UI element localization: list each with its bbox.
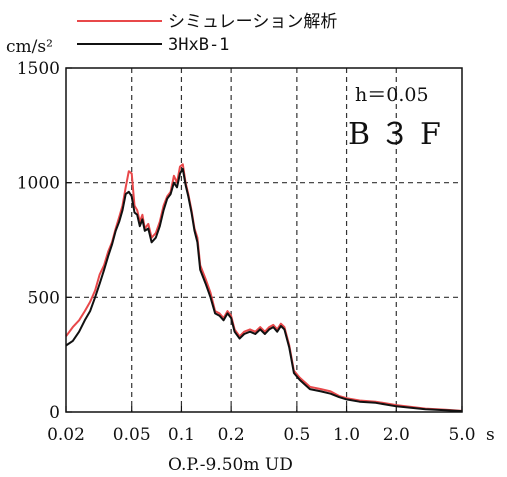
y-axis-label: cm/s² — [6, 37, 53, 57]
x-tick-label: 0.5 — [283, 425, 310, 445]
x-axis-label: O.P.-9.50m UD — [168, 455, 293, 475]
series-line-observed — [65, 167, 463, 413]
axes — [65, 67, 463, 413]
series-line-simulation — [65, 163, 463, 412]
y-tick-label: 1000 — [17, 174, 60, 194]
x-tick-label: 5.0 — [448, 425, 475, 445]
y-tick-label: 1500 — [17, 59, 60, 79]
x-axis-unit: s — [486, 425, 495, 445]
x-tick-label: 2.0 — [383, 425, 410, 445]
plot-frame — [65, 67, 463, 413]
tick-labels: 0.02 0.05 0.1 0.2 0.5 1.0 2.0 5.0 0 500 1000 1500 — [17, 59, 476, 445]
floor-annotation: B３F — [348, 117, 451, 152]
damping-annotation: h＝0.05 — [355, 84, 429, 106]
grid — [66, 68, 462, 412]
x-tick-label: 0.1 — [168, 425, 195, 445]
y-tick-label: 500 — [28, 288, 60, 308]
legend: シミュレーション解析 3HxB-1 — [77, 12, 337, 55]
y-tick-label: 0 — [49, 403, 60, 423]
series-layer — [65, 163, 463, 413]
legend-label-simulation: シミュレーション解析 — [168, 12, 337, 32]
legend-label-observed: 3HxB-1 — [168, 35, 229, 55]
x-tick-label: 0.05 — [113, 425, 151, 445]
x-tick-label: 1.0 — [333, 425, 360, 445]
x-tick-label: 0.2 — [218, 425, 245, 445]
x-tick-label: 0.02 — [47, 425, 85, 445]
